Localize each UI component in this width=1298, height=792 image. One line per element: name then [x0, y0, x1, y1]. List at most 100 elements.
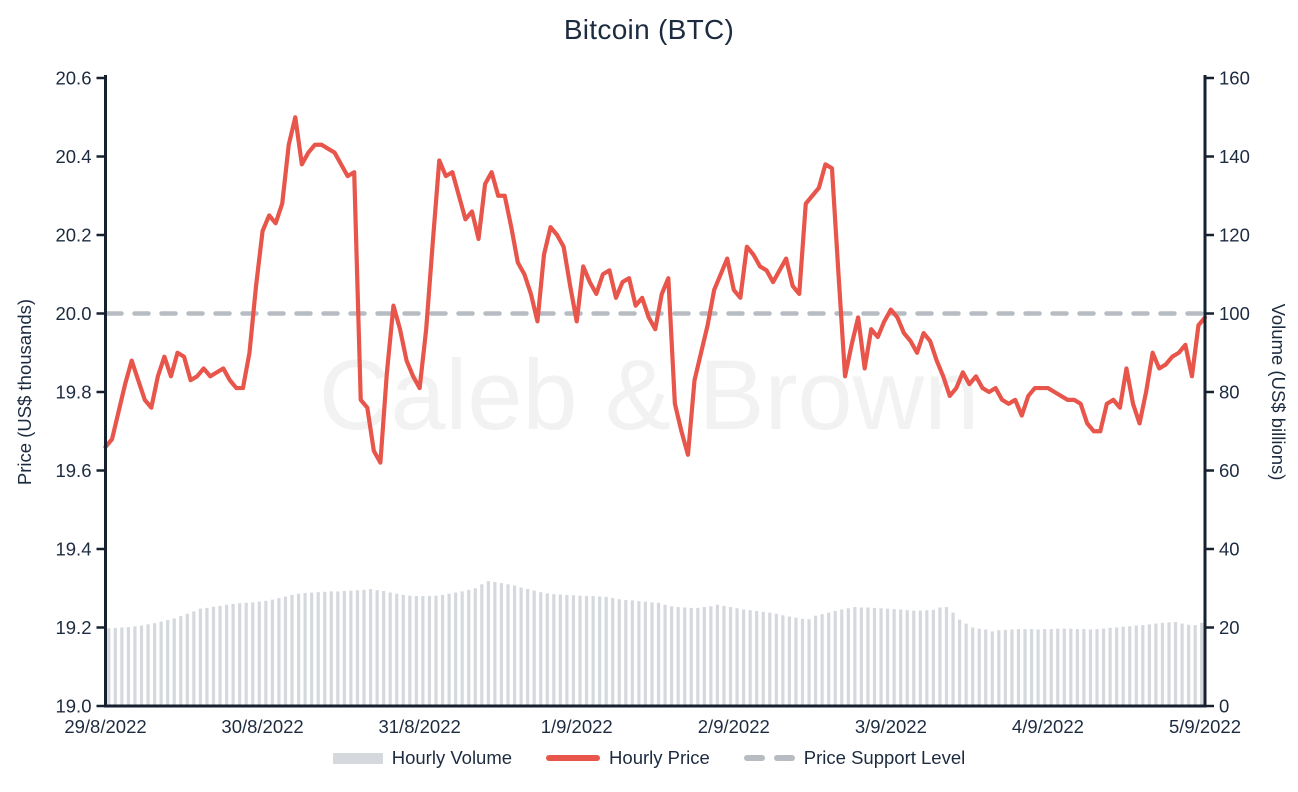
volume-bar — [552, 594, 556, 705]
volume-bar — [506, 584, 510, 705]
volume-bar — [637, 601, 641, 705]
volume-bar — [591, 596, 595, 705]
volume-bar — [1187, 624, 1191, 705]
volume-bar — [152, 623, 157, 705]
volume-bar — [755, 611, 759, 705]
volume-bar — [1101, 628, 1106, 705]
legend-label: Price Support Level — [803, 747, 966, 768]
volume-bar — [931, 609, 935, 705]
volume-bar — [1141, 625, 1145, 705]
volume-bar — [768, 612, 772, 705]
volume-bar — [368, 589, 373, 705]
volume-bar — [663, 604, 667, 705]
volume-bar — [395, 593, 399, 705]
volume-bar — [885, 608, 890, 705]
volume-bar — [486, 581, 490, 705]
volume-bar — [1056, 628, 1060, 705]
volume-bar — [774, 613, 778, 705]
left-axis-title: Price (US$ thousands) — [14, 299, 35, 485]
volume-bar — [283, 596, 288, 705]
volume-bar — [107, 628, 111, 705]
volume-bar — [205, 607, 209, 705]
legend: Hourly Volume Hourly Price Price Support… — [0, 747, 1298, 769]
volume-bar — [1088, 629, 1093, 705]
volume-bar — [964, 623, 968, 705]
volume-bar — [218, 605, 222, 705]
volume-bar — [643, 601, 648, 705]
volume-bar — [126, 627, 131, 705]
left-tick-label: 19.2 — [55, 617, 91, 638]
volume-bar — [480, 584, 484, 705]
volume-bar — [349, 590, 353, 705]
volume-bar — [447, 593, 451, 705]
volume-bar — [1023, 629, 1027, 705]
volume-bar — [813, 615, 818, 705]
x-tick-label: 3/9/2022 — [855, 716, 927, 737]
volume-bar — [584, 596, 589, 705]
volume-bar — [990, 631, 994, 705]
chart-title: Bitcoin (BTC) — [563, 14, 735, 45]
volume-bar — [1121, 626, 1125, 705]
volume-bar — [545, 593, 549, 705]
volume-bar — [1049, 629, 1053, 705]
volume-bar — [198, 608, 202, 705]
volume-bar — [1029, 629, 1034, 705]
right-tick-label: 20 — [1219, 617, 1240, 638]
volume-bar — [1036, 629, 1040, 705]
volume-bar — [879, 608, 883, 705]
volume-bar — [676, 607, 680, 705]
volume-bar — [1003, 629, 1007, 705]
volume-bar — [1043, 629, 1047, 705]
volume-bar — [781, 615, 785, 705]
volume-bar — [519, 587, 523, 705]
volume-bar — [977, 628, 981, 705]
volume-bar — [238, 603, 242, 705]
volume-bar — [251, 602, 255, 705]
volume-bar — [1069, 628, 1073, 705]
volume-bar — [905, 610, 909, 705]
x-tick-label: 29/8/2022 — [64, 716, 146, 737]
volume-bar — [382, 591, 386, 705]
volume-bar — [139, 625, 144, 705]
volume-bar — [1115, 627, 1119, 705]
volume-bar — [846, 608, 850, 705]
volume-bar — [454, 592, 458, 705]
volume-bar — [1128, 626, 1132, 705]
volume-bar — [944, 607, 949, 705]
volume-bar — [997, 630, 1001, 705]
volume-bar — [892, 609, 896, 705]
volume-bar — [957, 619, 962, 705]
left-tick-label: 20.4 — [55, 146, 91, 167]
volume-bar — [598, 596, 602, 705]
volume-bar — [192, 611, 196, 705]
volume-bar — [984, 629, 988, 705]
volume-bar — [938, 607, 942, 705]
volume-bar — [1075, 629, 1079, 705]
volume-bar — [1193, 625, 1197, 705]
right-tick-label: 100 — [1219, 303, 1250, 324]
legend-label: Hourly Price — [609, 747, 710, 768]
x-tick-label: 2/9/2022 — [698, 716, 770, 737]
left-tick-label: 19.0 — [55, 696, 91, 717]
volume-bar — [650, 602, 654, 705]
volume-bar — [264, 600, 268, 705]
volume-bar — [748, 610, 752, 705]
volume-bar — [800, 618, 805, 705]
x-tick-label: 4/9/2022 — [1012, 716, 1084, 737]
volume-bar — [1095, 629, 1099, 705]
volume-bar — [539, 592, 543, 705]
volume-bar — [303, 592, 307, 705]
x-tick-label: 1/9/2022 — [541, 716, 613, 737]
volume-bar — [611, 598, 615, 705]
volume-bar — [833, 611, 837, 705]
volume-bar — [558, 594, 562, 705]
volume-bar — [1134, 625, 1138, 705]
volume-bar — [702, 607, 706, 705]
volume-bar — [355, 590, 360, 705]
volume-bar — [159, 621, 163, 705]
volume-bar — [310, 592, 314, 705]
volume-bar — [113, 627, 117, 705]
volume-bar — [323, 591, 327, 705]
legend-label: Hourly Volume — [391, 747, 513, 768]
